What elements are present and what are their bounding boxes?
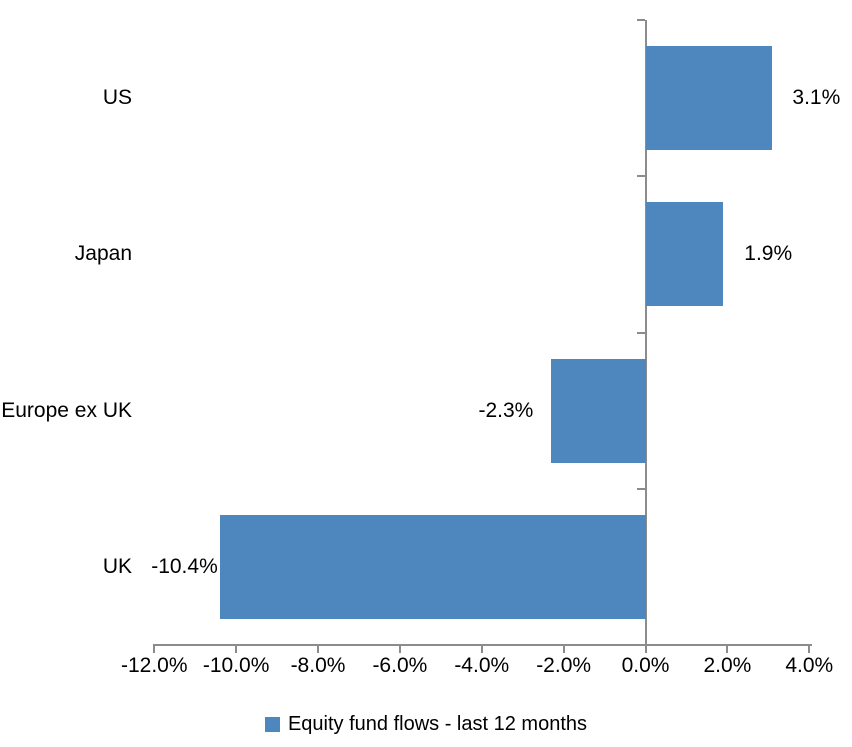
category-tick-0 <box>636 19 645 21</box>
bar-europe-ex-uk <box>551 358 646 463</box>
x-axis-tick-0 <box>153 644 156 653</box>
category-tick-2 <box>636 331 645 334</box>
category-label-uk: UK <box>102 554 132 578</box>
x-axis-tick-7 <box>726 644 729 653</box>
bar-uk <box>219 514 646 619</box>
x-axis-label-0-0: 0.0% <box>621 654 670 677</box>
x-axis-label-2-0: 2.0% <box>703 654 752 677</box>
category-label-japan: Japan <box>74 242 132 266</box>
data-label-us: 3.1% <box>792 86 841 110</box>
category-tick-1 <box>636 175 645 178</box>
bar-japan <box>645 202 724 307</box>
category-label-us: US <box>102 86 132 110</box>
x-axis-tick-8 <box>808 644 811 653</box>
category-label-europe-ex-uk: Europe ex UK <box>1 398 132 422</box>
x-axis-tick-3 <box>398 644 401 653</box>
x-axis-label-2-0: -2.0% <box>536 654 592 677</box>
x-axis-label-4-0: -4.0% <box>454 654 510 677</box>
category-tick-3 <box>636 487 645 490</box>
x-axis-label-12-0: -12.0% <box>120 654 188 677</box>
x-axis-label-4-0: 4.0% <box>785 654 834 677</box>
x-axis-tick-2 <box>317 644 319 653</box>
bar-us <box>645 46 773 151</box>
zero-axis-line <box>644 20 647 652</box>
x-axis-label-10-0: -10.0% <box>202 654 270 677</box>
x-axis-tick-5 <box>562 644 565 653</box>
x-axis-tick-6 <box>644 644 647 653</box>
data-label-europe-ex-uk: -2.3% <box>478 398 534 422</box>
legend: Equity fund flows - last 12 months <box>0 708 852 740</box>
data-label-japan: 1.9% <box>744 242 793 266</box>
legend-label: Equity fund flows - last 12 months <box>287 712 588 735</box>
legend-swatch <box>264 716 280 732</box>
x-axis-label-8-0: -8.0% <box>290 654 346 677</box>
data-label-uk: -10.4% <box>151 554 218 578</box>
x-axis-tick-1 <box>235 644 238 653</box>
x-axis-label-6-0: -6.0% <box>372 654 428 677</box>
x-axis-tick-4 <box>480 644 483 653</box>
